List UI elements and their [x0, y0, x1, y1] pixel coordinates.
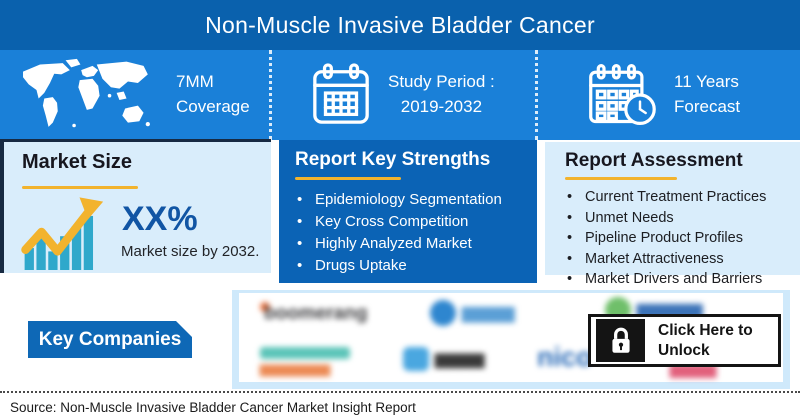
- bullet-item: Pipeline Product Profiles: [565, 228, 792, 249]
- bullet-item: Market Attractiveness: [565, 249, 792, 270]
- footer: Source: Non-Muscle Invasive Bladder Canc…: [0, 391, 800, 420]
- bullet-item: Drugs Uptake: [295, 255, 521, 277]
- header-bar: Non-Muscle Invasive Bladder Cancer: [0, 0, 800, 50]
- stat-coverage: 7MM Coverage: [0, 50, 272, 140]
- panel-key-strengths: Report Key Strengths Epidemiology Segmen…: [279, 140, 537, 283]
- key-strengths-list: Epidemiology SegmentationKey Cross Compe…: [295, 189, 521, 277]
- growth-chart-icon: [21, 197, 104, 270]
- key-strengths-title: Report Key Strengths: [295, 149, 491, 170]
- unlock-button[interactable]: Click Here to Unlock: [588, 314, 781, 367]
- logo-text: ▆▆▆▆: [462, 303, 515, 322]
- stat-forecast: 11 Years Forecast: [538, 50, 800, 140]
- stat-coverage-label: 7MM Coverage: [176, 72, 250, 116]
- source-text: Source: Non-Muscle Invasive Bladder Canc…: [10, 400, 416, 415]
- stat-study-period: Study Period : 2019-2032: [272, 50, 538, 140]
- lock-icon: [611, 327, 630, 353]
- logo-text: boomerang: [264, 303, 368, 324]
- market-percent: XX%: [122, 200, 198, 238]
- logo-mark: [260, 347, 350, 359]
- logo-mark: [403, 347, 429, 371]
- bullet-item: Current Treatment Practices: [565, 187, 792, 208]
- market-size-title: Market Size: [22, 151, 133, 173]
- key-companies-tag: Key Companies: [28, 321, 192, 358]
- logo-text: ▆▆▆▆: [435, 351, 485, 368]
- logo-mark: [260, 302, 270, 312]
- bullet-item: Key Cross Competition: [295, 211, 521, 233]
- logo-blurred-6: nico: [537, 342, 593, 373]
- unlock-label: Click Here to Unlock: [658, 322, 753, 359]
- logo-text: nico: [537, 342, 593, 372]
- stat-forecast-label: 11 Years Forecast: [674, 72, 741, 116]
- bullet-item: Market Drivers and Barriers: [565, 269, 792, 290]
- calendar-icon: [313, 63, 369, 124]
- page-title: Non-Muscle Invasive Bladder Cancer: [205, 11, 595, 38]
- bullet-item: Highly Analyzed Market: [295, 233, 521, 255]
- assessment-list: Current Treatment PracticesUnmet NeedsPi…: [565, 187, 792, 290]
- stats-strip: 7MM Coverage Study Period : 2019-2032: [0, 50, 800, 140]
- logo-blurred-1: boomerang: [260, 302, 368, 325]
- panel-report-assessment: Report Assessment Current Treatment Prac…: [545, 142, 800, 289]
- logo-blurred-4: ▆▆▆▆▆▆▆: [260, 347, 350, 377]
- world-map-icon: [23, 58, 150, 128]
- bullet-item: Unmet Needs: [565, 208, 792, 229]
- logo-text: ▆▆▆▆▆▆▆: [260, 361, 330, 376]
- divider-line: [0, 139, 271, 142]
- calendar-clock-icon: [589, 64, 656, 126]
- title-underline: [22, 186, 138, 189]
- logo-blurred-5: ▆▆▆▆: [403, 347, 484, 371]
- panel-market-size: Market Size XX% Market size by 2032.: [0, 142, 271, 273]
- key-companies-label: Key Companies: [38, 328, 182, 350]
- assessment-title: Report Assessment: [565, 150, 743, 171]
- stat-study-period-label: Study Period : 2019-2032: [388, 72, 495, 116]
- lock-box: [596, 319, 645, 362]
- logo-mark: [430, 300, 456, 326]
- logo-blurred-2: ▆▆▆▆: [430, 300, 514, 326]
- market-caption: Market size by 2032.: [121, 243, 260, 260]
- title-underline: [565, 177, 677, 180]
- title-underline: [295, 177, 401, 180]
- bullet-item: Epidemiology Segmentation: [295, 189, 521, 211]
